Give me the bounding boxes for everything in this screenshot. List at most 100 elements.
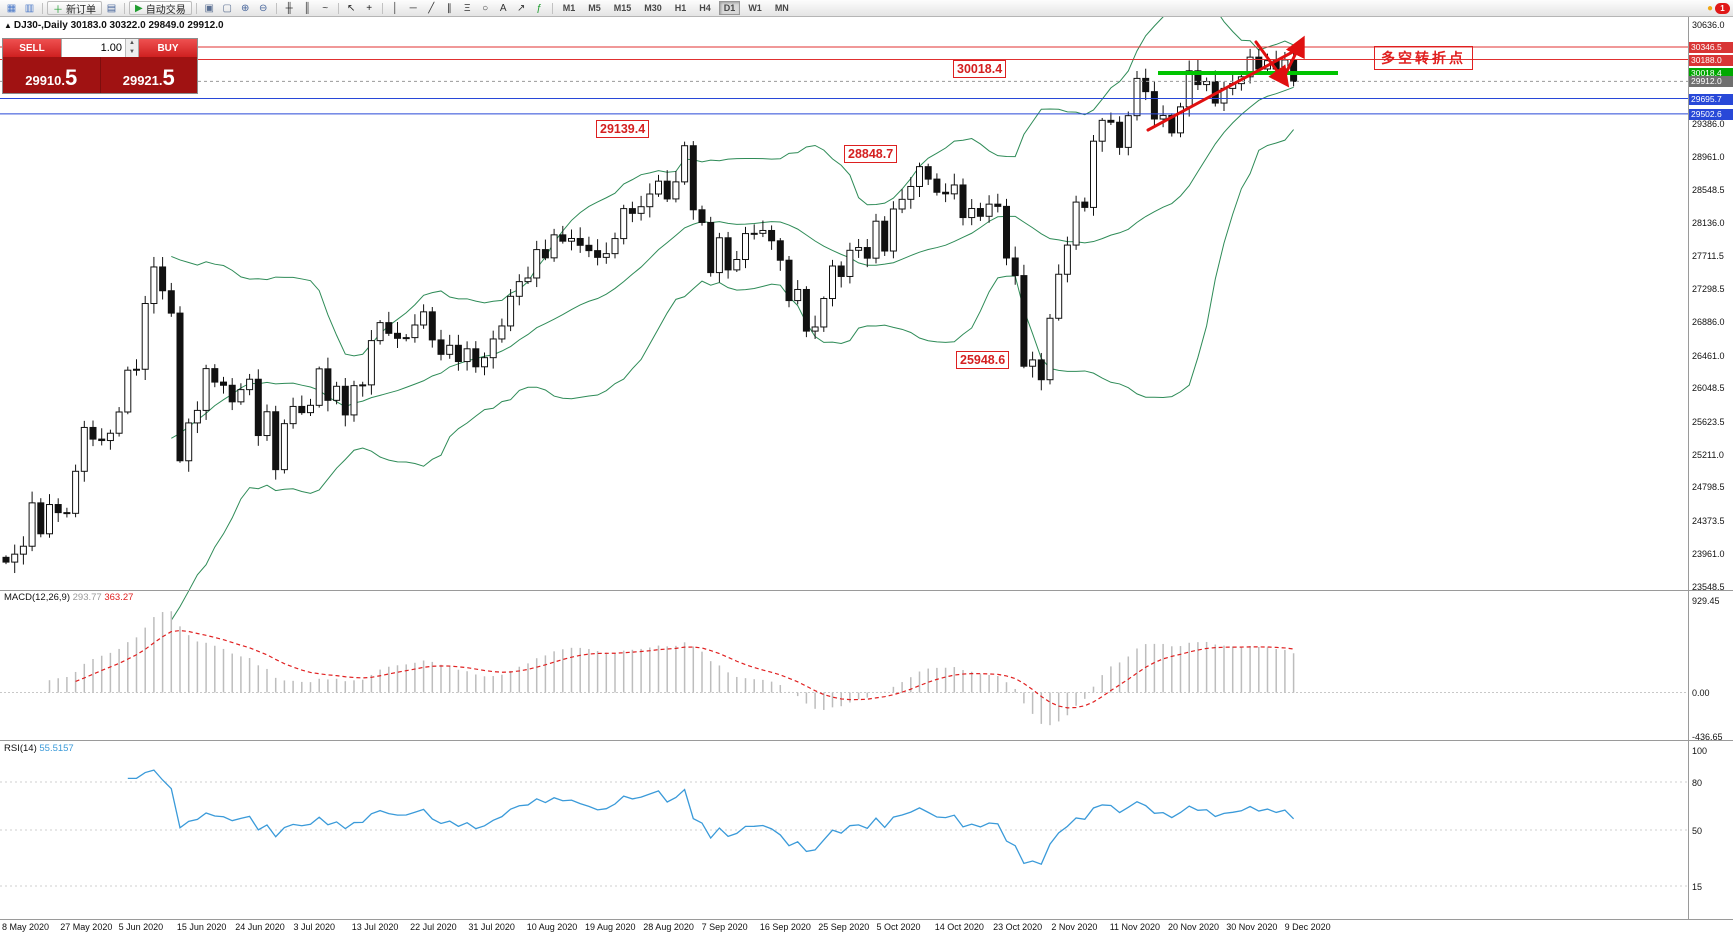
timeframe-mn-button[interactable]: MN — [770, 1, 794, 15]
price-tag: 29912.0 — [1689, 76, 1733, 88]
notification-badge[interactable]: 1 — [1715, 2, 1730, 14]
shapes-icon[interactable]: ○ — [477, 1, 494, 15]
indicators-icon[interactable]: ƒ — [531, 1, 548, 15]
timeframe-h4-button[interactable]: H4 — [694, 1, 716, 15]
notification-icon[interactable]: ● — [1706, 2, 1713, 14]
price-axis-border — [1688, 17, 1689, 919]
price-annotation[interactable]: 29139.4 — [596, 120, 650, 138]
buy-price[interactable]: 29921. 5 — [122, 65, 175, 90]
zoom-out-icon-glyph-icon: ⊖ — [259, 2, 268, 14]
timeframe-m5-button[interactable]: M5 — [583, 1, 606, 15]
new-order-button-label: 新订单 — [66, 4, 96, 16]
rsi-indicator-label: RSI(14) 55.5157 — [4, 743, 74, 754]
toolbar: ▦ ▥ ＋新订单 ▤ ▶ 自动交易 ▣ ▢ ⊕ ⊖ ╫ ║ ~ ↖ + │ ─ ╱ ∥ Ξ ○ A ↗ ƒ M1 M5 M15 M30… — [0, 0, 1733, 17]
time-axis-label: 28 Aug 2020 — [643, 922, 694, 932]
fibonacci-icon[interactable]: Ξ — [459, 1, 476, 15]
zoom-in-icon[interactable]: ⊕ — [237, 1, 254, 15]
timeframe-m15-button[interactable]: M15 — [609, 1, 637, 15]
timeframe-m30-button[interactable]: M30 — [639, 1, 667, 15]
arrows-icon[interactable]: ↗ — [513, 1, 530, 15]
rsi-value: 55.5157 — [39, 743, 74, 754]
time-axis-label: 22 Jul 2020 — [410, 922, 457, 932]
bar-chart-icon[interactable]: ╫ — [281, 1, 298, 15]
macd-panel-separator[interactable] — [0, 590, 1733, 591]
new-chart-icon-glyph-icon: ▦ — [6, 2, 17, 14]
price-axis[interactable] — [1689, 17, 1733, 940]
time-axis-label: 13 Jul 2020 — [351, 922, 399, 932]
time-axis-label: 10 Aug 2020 — [526, 922, 578, 932]
horizontal-line-icon[interactable]: ─ — [405, 1, 422, 15]
lot-increase-button[interactable]: ▲ — [126, 39, 138, 48]
cursor-icon[interactable]: ↖ — [343, 1, 360, 15]
time-axis-label: 15 Jun 2020 — [176, 922, 227, 932]
profiles-icon-glyph-icon: ▥ — [24, 2, 35, 14]
channel-icon[interactable]: ∥ — [441, 1, 458, 15]
vertical-line-icon-glyph-icon: │ — [392, 2, 399, 14]
chart-canvas[interactable] — [0, 0, 1688, 919]
time-axis-label: 14 Oct 2020 — [934, 922, 984, 932]
price-axis-label: 27298.5 — [1692, 284, 1725, 295]
pivot-point-label[interactable]: 多空转折点 — [1374, 46, 1473, 70]
price-axis-label: 26048.5 — [1692, 383, 1725, 394]
price-axis-label: 26886.0 — [1692, 316, 1725, 327]
new-chart-icon[interactable]: ▦ — [3, 1, 20, 15]
one-click-collapse-icon[interactable]: ▲ — [4, 21, 12, 30]
tile-windows-icon[interactable]: ▣ — [201, 1, 218, 15]
trendline-icon[interactable]: ╱ — [423, 1, 440, 15]
vertical-line-icon[interactable]: │ — [387, 1, 404, 15]
line-chart-icon[interactable]: ~ — [317, 1, 334, 15]
crosshair-icon[interactable]: + — [361, 1, 378, 15]
shapes-icon-glyph-icon: ○ — [482, 2, 489, 14]
fibonacci-icon-glyph-icon: Ξ — [463, 2, 471, 14]
price-axis-label: 25211.0 — [1692, 449, 1724, 460]
cursor-icon-glyph-icon: ↖ — [347, 2, 356, 14]
sell-price[interactable]: 29910. 5 — [25, 65, 78, 90]
price-axis-label: 30636.0 — [1692, 19, 1725, 30]
lot-size-field[interactable]: 1.00 ▲ ▼ — [61, 39, 139, 57]
price-axis-label: 27711.5 — [1692, 251, 1724, 262]
profiles-icon[interactable]: ▥ — [21, 1, 38, 15]
zoom-out-icon[interactable]: ⊖ — [255, 1, 272, 15]
time-axis-label: 20 Nov 2020 — [1168, 922, 1220, 932]
lot-value: 1.00 — [100, 42, 122, 54]
price-axis-label: 26461.0 — [1692, 350, 1725, 361]
chart-ohlc-text: DJ30-,Daily 30183.0 30322.0 29849.0 2991… — [13, 20, 224, 31]
timeframe-m1-button[interactable]: M1 — [558, 1, 581, 15]
sell-button[interactable]: SELL — [3, 39, 61, 57]
price-tag: 30188.0 — [1689, 54, 1733, 66]
timeframe-w1-button[interactable]: W1 — [743, 1, 767, 15]
crosshair-icon-glyph-icon: + — [366, 2, 373, 14]
lot-decrease-button[interactable]: ▼ — [126, 48, 138, 57]
price-annotation[interactable]: 25948.6 — [956, 351, 1010, 369]
time-axis-label: 30 Nov 2020 — [1226, 922, 1278, 932]
trendline-icon-glyph-icon: ╱ — [428, 2, 435, 14]
price-axis-label: 24798.5 — [1692, 482, 1725, 493]
cascade-windows-icon[interactable]: ▢ — [219, 1, 236, 15]
timeframe-d1-button[interactable]: D1 — [718, 1, 741, 15]
time-axis-label: 11 Nov 2020 — [1109, 922, 1161, 932]
price-annotation[interactable]: 30018.4 — [953, 60, 1007, 78]
buy-button[interactable]: BUY — [139, 39, 197, 57]
price-tag: 29695.7 — [1689, 93, 1733, 105]
price-tag: 30018.4 — [1689, 67, 1733, 79]
toolbar-separator — [551, 2, 553, 14]
zoom-in-icon-glyph-icon: ⊕ — [241, 2, 250, 14]
rsi-axis-label: 15 — [1692, 881, 1703, 892]
new-order-button[interactable]: ＋新订单 — [47, 1, 102, 16]
rsi-panel-separator[interactable] — [0, 740, 1733, 741]
rsi-axis-label: 100 — [1692, 745, 1708, 756]
auto-trading-glyph-icon: ▶ — [135, 2, 143, 14]
price-tag: 29502.6 — [1689, 108, 1733, 120]
timeframe-h1-button[interactable]: H1 — [670, 1, 692, 15]
rsi-name: RSI(14) — [4, 743, 37, 754]
price-tag: 30346.5 — [1689, 41, 1733, 53]
market-depth-icon[interactable]: ▤ — [103, 1, 120, 15]
time-axis-label: 23 Oct 2020 — [993, 922, 1043, 932]
arrows-icon-glyph-icon: ↗ — [517, 2, 526, 14]
price-annotation[interactable]: 28848.7 — [844, 145, 898, 163]
candlestick-chart-icon[interactable]: ║ — [299, 1, 316, 15]
auto-trading-button[interactable]: ▶ 自动交易 — [129, 1, 192, 16]
time-axis-label: 3 Jul 2020 — [293, 922, 336, 932]
time-axis-label: 2 Nov 2020 — [1051, 922, 1098, 932]
text-icon[interactable]: A — [495, 1, 512, 15]
